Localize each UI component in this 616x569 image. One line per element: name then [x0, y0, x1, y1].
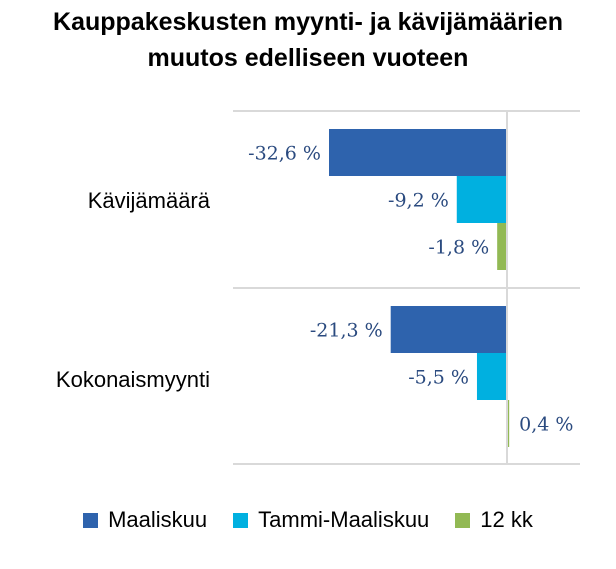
bar-kavijamaara-series-1 — [456, 176, 507, 223]
data-label-kokonaismyynti-series-1: -5,5 % — [408, 367, 469, 389]
bars-group: -32,6 % -9,2 % -1,8 % -21,3 % -5,5 % 0,4 % — [248, 129, 573, 447]
legend-label-12kk: 12 kk — [480, 507, 533, 532]
data-label-kavijamaara-series-1: -9,2 % — [388, 190, 449, 212]
bar-kokonaismyynti-series-1 — [476, 353, 507, 400]
legend-swatch-tammi-maaliskuu — [233, 512, 249, 528]
data-label-kokonaismyynti-series-0: -21,3 % — [310, 320, 383, 342]
legend-swatch-12kk — [455, 512, 471, 528]
chart-title-line-2: muutos edelliseen vuoteen — [147, 44, 469, 72]
chart-title: Kauppakeskusten myynti- ja kävijämäärien… — [0, 4, 616, 76]
data-label-kokonaismyynti-series-2: 0,4 % — [519, 414, 573, 436]
bar-kavijamaara-series-2 — [497, 223, 507, 270]
data-label-kavijamaara-series-0: -32,6 % — [248, 143, 321, 165]
legend-label-tammi-maaliskuu: Tammi-Maaliskuu — [258, 507, 430, 532]
bar-kokonaismyynti-series-0 — [390, 306, 507, 353]
chart-title-line-1: Kauppakeskusten myynti- ja kävijämäärien — [53, 8, 563, 36]
legend-item-maaliskuu: Maaliskuu — [83, 507, 207, 533]
data-label-kavijamaara-series-2: -1,8 % — [428, 237, 489, 259]
bar-kavijamaara-series-0 — [329, 129, 507, 176]
legend: Maaliskuu Tammi-Maaliskuu 12 kk — [0, 507, 616, 533]
legend-item-12kk: 12 kk — [455, 507, 533, 533]
bar-kokonaismyynti-series-2 — [507, 400, 510, 447]
legend-label-maaliskuu: Maaliskuu — [108, 507, 208, 532]
category-label-kavijamaara: Kävijämäärä — [88, 188, 211, 213]
legend-swatch-maaliskuu — [83, 512, 99, 528]
legend-item-tammi-maaliskuu: Tammi-Maaliskuu — [233, 507, 429, 533]
category-label-kokonaismyynti: Kokonaismyynti — [56, 367, 210, 392]
